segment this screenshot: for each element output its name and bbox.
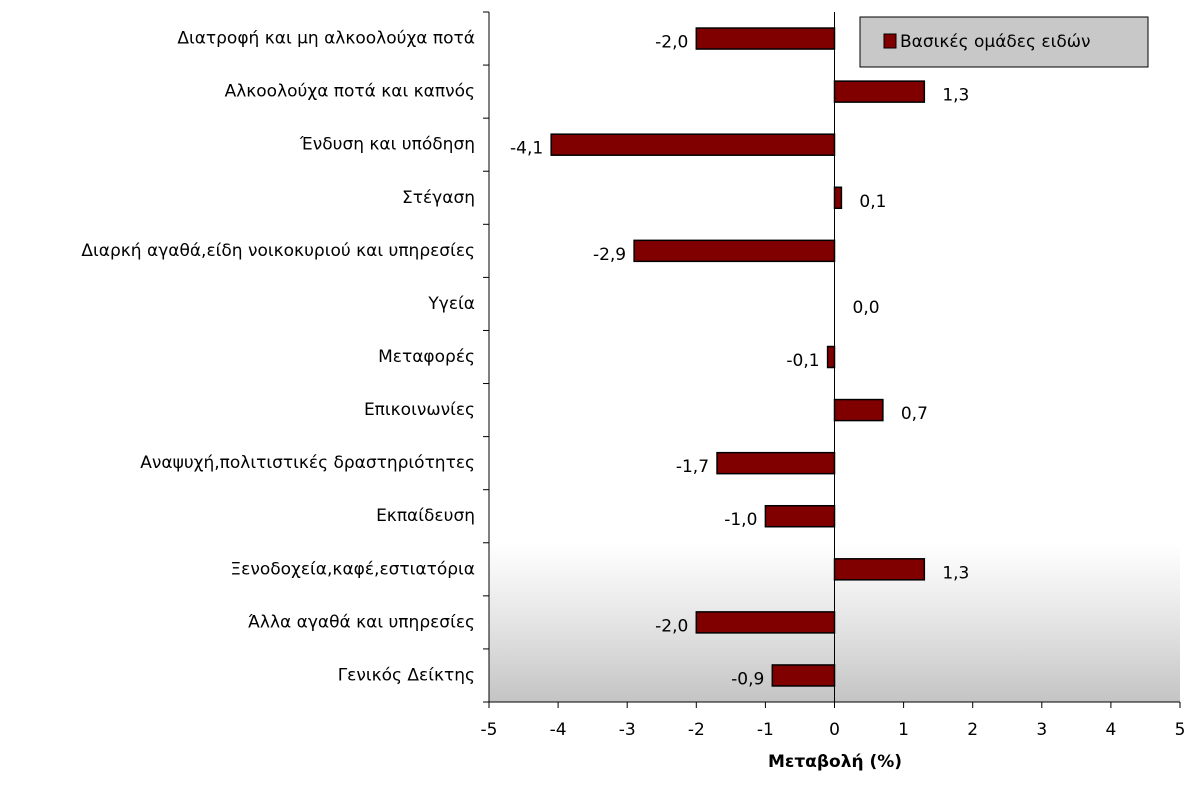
legend-swatch [883, 33, 897, 49]
value-label: -0,1 [786, 351, 819, 371]
bar [716, 451, 836, 475]
x-tick-label: -5 [481, 720, 498, 740]
bar [764, 504, 836, 528]
x-tick-label: -4 [550, 720, 567, 740]
legend-label: Βασικές ομάδες ειδών [900, 32, 1090, 52]
value-label: 0,0 [853, 298, 880, 318]
x-tick-label: -2 [688, 720, 705, 740]
x-tick-label: -1 [757, 720, 774, 740]
bar [833, 558, 926, 581]
value-label: -1,7 [676, 457, 709, 477]
y-tick-label: Ξενοδοχεία,καφέ,εστιατόρια [230, 559, 475, 579]
value-label: -2,0 [655, 33, 688, 53]
x-tick-label: 3 [1036, 720, 1047, 740]
value-label: -2,9 [593, 245, 626, 265]
x-tick-label: 0 [829, 720, 840, 740]
y-tick-label: Γενικός Δείκτης [338, 665, 475, 685]
y-tick-label: Αναψυχή,πολιτιστικές δραστηριότητες [140, 453, 475, 473]
bar [833, 186, 843, 210]
y-tick-label: Εκπαίδευση [376, 506, 475, 526]
bar [633, 239, 836, 263]
x-tick-label: 1 [898, 720, 909, 740]
bar [550, 133, 836, 156]
y-tick-label: Ένδυση και υπόδηση [299, 135, 475, 155]
y-tick-label: Επικοινωνίες [364, 400, 475, 420]
x-tick-label: -3 [619, 720, 636, 740]
bar [833, 398, 884, 422]
y-tick-label: Υγεία [427, 294, 475, 314]
y-tick-label: Διαρκή αγαθά,είδη νοικοκυριού και υπηρεσ… [81, 241, 475, 261]
bar [771, 664, 836, 687]
bar [695, 27, 836, 50]
value-label: -2,0 [655, 616, 688, 636]
x-axis-title: Μεταβολή (%) [768, 752, 902, 772]
y-tick-label: Στέγαση [402, 188, 475, 208]
value-label: 1,3 [942, 86, 969, 106]
value-label: 0,7 [901, 404, 928, 424]
bar [826, 345, 836, 369]
y-tick-label: Άλλα αγαθά και υπηρεσίες [248, 612, 475, 632]
value-label: 0,1 [859, 192, 886, 212]
x-tick-label: 2 [967, 720, 978, 740]
x-tick-label: 5 [1175, 720, 1186, 740]
value-label: -1,0 [724, 510, 757, 530]
value-label: 1,3 [942, 563, 969, 583]
y-tick-label: Αλκοολούχα ποτά και καπνός [225, 82, 475, 102]
legend-box [859, 16, 1149, 68]
value-label: -4,1 [510, 139, 543, 159]
y-tick-label: Μεταφορές [378, 347, 475, 367]
y-tick-label: Διατροφή και μη αλκοολούχα ποτά [177, 29, 475, 49]
x-tick-label: 4 [1105, 720, 1116, 740]
value-label: -0,9 [731, 669, 764, 689]
bar [695, 611, 836, 634]
bar [833, 80, 926, 103]
